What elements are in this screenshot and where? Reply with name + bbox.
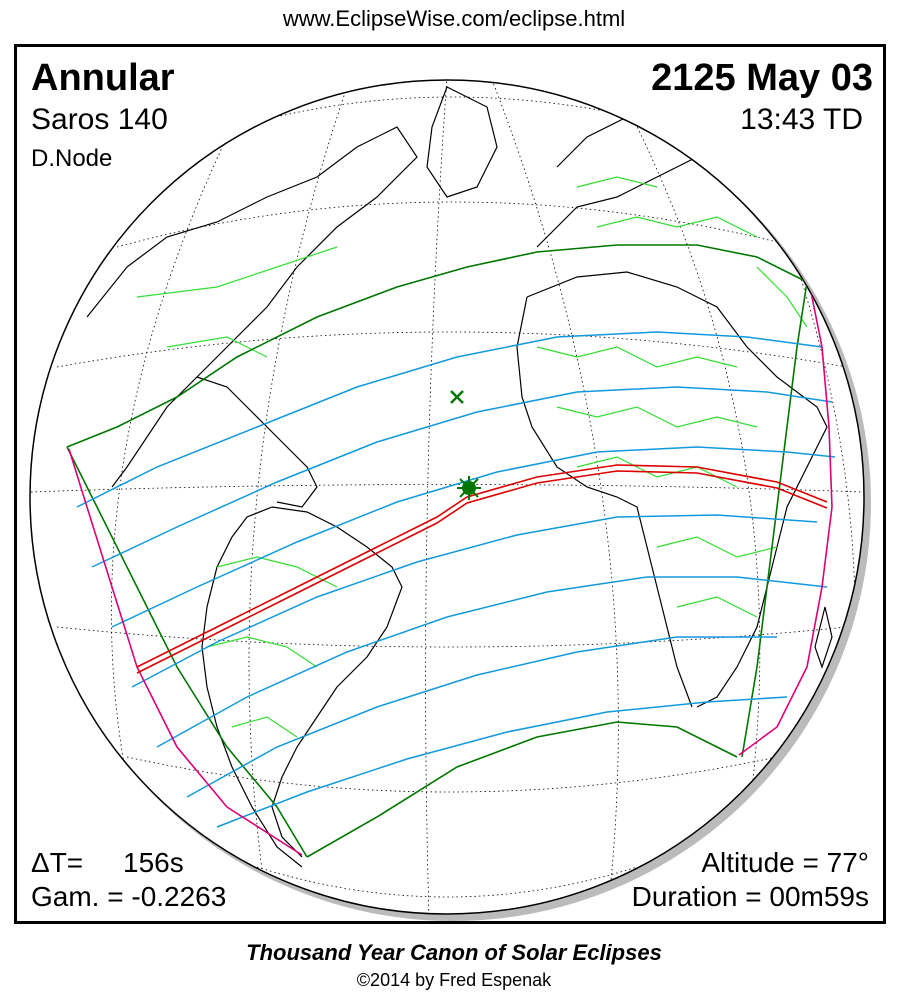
coastlines (86, 86, 833, 868)
copyright: ©2014 by Fred Espenak (356, 970, 552, 990)
globe (29, 79, 865, 915)
eclipse-time: 13:43 TD (740, 103, 863, 136)
delta-t: ΔT= 156s (31, 847, 184, 879)
canon-title: Thousand Year Canon of Solar Eclipses (246, 940, 662, 965)
time-lines (76, 331, 836, 828)
saros-number: Saros 140 (31, 103, 168, 136)
sun-altitude: Altitude = 77° (701, 847, 869, 878)
star-burst-icon (457, 476, 481, 500)
eclipse-map-frame: Annular Saros 140 D.Node 2125 May 03 13:… (14, 44, 886, 924)
eclipse-duration: Duration = 00m59s (631, 881, 869, 912)
penumbra-limits (66, 244, 808, 858)
eclipse-date: 2125 May 03 (651, 57, 873, 99)
gamma-value: Gam. = -0.2263 (31, 881, 227, 912)
x-mark-icon (450, 390, 464, 404)
source-url: www.EclipseWise.com/eclipse.html (282, 6, 626, 31)
delta-t-label: ΔT= (31, 847, 84, 878)
central-path (136, 464, 828, 674)
delta-t-value: 156s (123, 847, 184, 878)
country-borders (136, 176, 808, 738)
eclipse-map (29, 79, 871, 921)
node-type: D.Node (31, 145, 113, 172)
eclipse-type: Annular (31, 57, 175, 99)
